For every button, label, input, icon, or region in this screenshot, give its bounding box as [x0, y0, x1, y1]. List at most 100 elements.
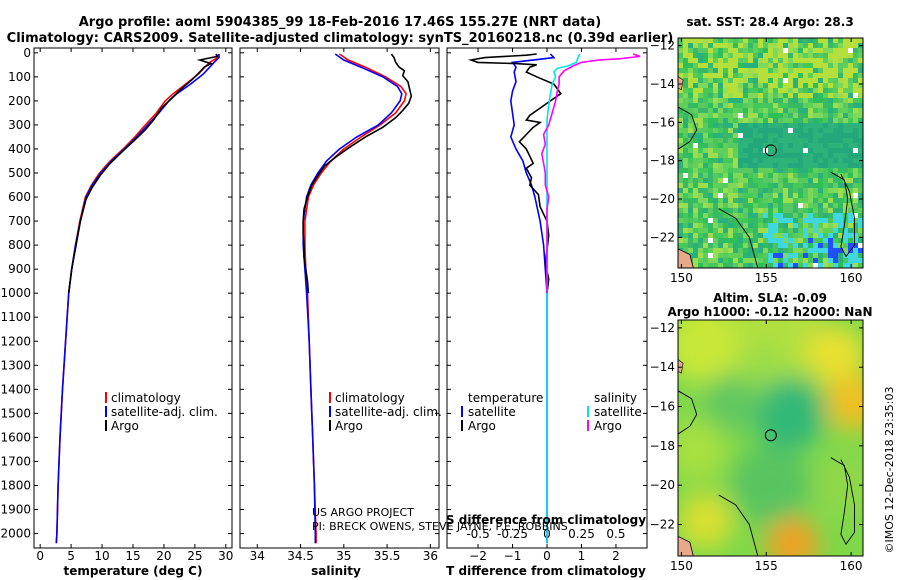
- sst-cell: [813, 103, 818, 108]
- sst-cell: [718, 213, 723, 218]
- sst-cell: [848, 263, 853, 268]
- sst-cell: [818, 38, 823, 43]
- sst-cell: [713, 208, 718, 213]
- sla-blob: [703, 372, 764, 433]
- sst-cell: [803, 38, 808, 43]
- sst-cell: [698, 88, 703, 93]
- sst-cell: [783, 48, 788, 53]
- depth-tick-label: 700: [8, 214, 31, 228]
- sst-cell: [763, 153, 768, 158]
- sst-cell: [858, 188, 863, 193]
- sst-cell: [683, 83, 688, 88]
- sst-cell: [708, 253, 713, 258]
- sst-cell: [748, 148, 753, 153]
- sst-cell: [693, 188, 698, 193]
- sst-cell: [698, 73, 703, 78]
- sst-ytick-label: −18: [650, 154, 675, 168]
- sst-cell: [833, 43, 838, 48]
- sst-cell: [838, 168, 843, 173]
- sst-cell: [778, 228, 783, 233]
- sst-cell: [853, 253, 858, 258]
- sst-cell: [798, 223, 803, 228]
- sst-cell: [748, 173, 753, 178]
- temperature-xlabel: temperature (deg C): [64, 564, 203, 578]
- sst-cell: [758, 138, 763, 143]
- sst-cell: [763, 43, 768, 48]
- sst-cell: [703, 103, 708, 108]
- sst-cell: [798, 248, 803, 253]
- sst-coast-contour: [718, 208, 759, 268]
- sst-cell: [718, 108, 723, 113]
- sst-cell: [738, 53, 743, 58]
- sst-cell: [783, 253, 788, 258]
- sst-cell: [683, 243, 688, 248]
- sst-cell: [683, 123, 688, 128]
- sst-cell: [858, 198, 863, 203]
- sst-cell: [708, 193, 713, 198]
- sst-cell: [798, 123, 803, 128]
- sst-cell: [728, 113, 733, 118]
- temperature-xtick-label: 5: [67, 549, 75, 563]
- sst-cell: [808, 183, 813, 188]
- sst-cell: [748, 233, 753, 238]
- sst-cell: [768, 138, 773, 143]
- sst-cell: [848, 108, 853, 113]
- sst-cell: [803, 198, 808, 203]
- sst-cell: [723, 53, 728, 58]
- sst-cell: [798, 58, 803, 63]
- sst-cell: [788, 113, 793, 118]
- depth-axis: 0100200300400500600700800900100011001200…: [0, 46, 31, 541]
- sst-cell: [768, 48, 773, 53]
- sst-cell: [798, 213, 803, 218]
- sst-cell: [838, 158, 843, 163]
- sst-cell: [703, 258, 708, 263]
- sst-cell: [793, 133, 798, 138]
- sst-cell: [793, 248, 798, 253]
- sla-blob: [814, 455, 863, 516]
- sst-cell: [828, 43, 833, 48]
- sst-cell: [753, 48, 758, 53]
- sst-coast-contour: [830, 171, 855, 258]
- sst-ytick-label: −16: [650, 115, 675, 129]
- sst-cell: [743, 253, 748, 258]
- sst-cell: [708, 188, 713, 193]
- sst-cell: [808, 103, 813, 108]
- sst-cell: [823, 158, 828, 163]
- sst-cell: [723, 253, 728, 258]
- sst-cell: [698, 208, 703, 213]
- sst-cell: [768, 223, 773, 228]
- sst-cell: [833, 163, 838, 168]
- sst-cell: [733, 258, 738, 263]
- sst-cell: [793, 58, 798, 63]
- sst-cell: [783, 143, 788, 148]
- sst-cell: [803, 68, 808, 73]
- sst-cell: [718, 63, 723, 68]
- sst-cell: [708, 213, 713, 218]
- sst-cell: [853, 63, 858, 68]
- sst-cell: [743, 93, 748, 98]
- sst-cell: [713, 93, 718, 98]
- sst-cell: [818, 183, 823, 188]
- sst-cell: [778, 78, 783, 83]
- sst-cell: [833, 88, 838, 93]
- sst-cell: [813, 178, 818, 183]
- sst-cell: [728, 248, 733, 253]
- sst-cell: [778, 53, 783, 58]
- sst-cell: [823, 53, 828, 58]
- sst-cell: [788, 148, 793, 153]
- sst-cell: [678, 38, 683, 43]
- sst-cell: [823, 263, 828, 268]
- sst-cell: [698, 148, 703, 153]
- sst-cell: [728, 173, 733, 178]
- sst-cell: [818, 208, 823, 213]
- sst-cell: [708, 143, 713, 148]
- sst-cell: [798, 238, 803, 243]
- sst-cell: [853, 138, 858, 143]
- temperature-lines: [55, 53, 220, 544]
- sst-cell: [848, 38, 853, 43]
- sst-cell: [758, 213, 763, 218]
- sst-cell: [798, 48, 803, 53]
- sst-cell: [783, 133, 788, 138]
- sst-cell: [853, 48, 858, 53]
- sst-cell: [678, 133, 683, 138]
